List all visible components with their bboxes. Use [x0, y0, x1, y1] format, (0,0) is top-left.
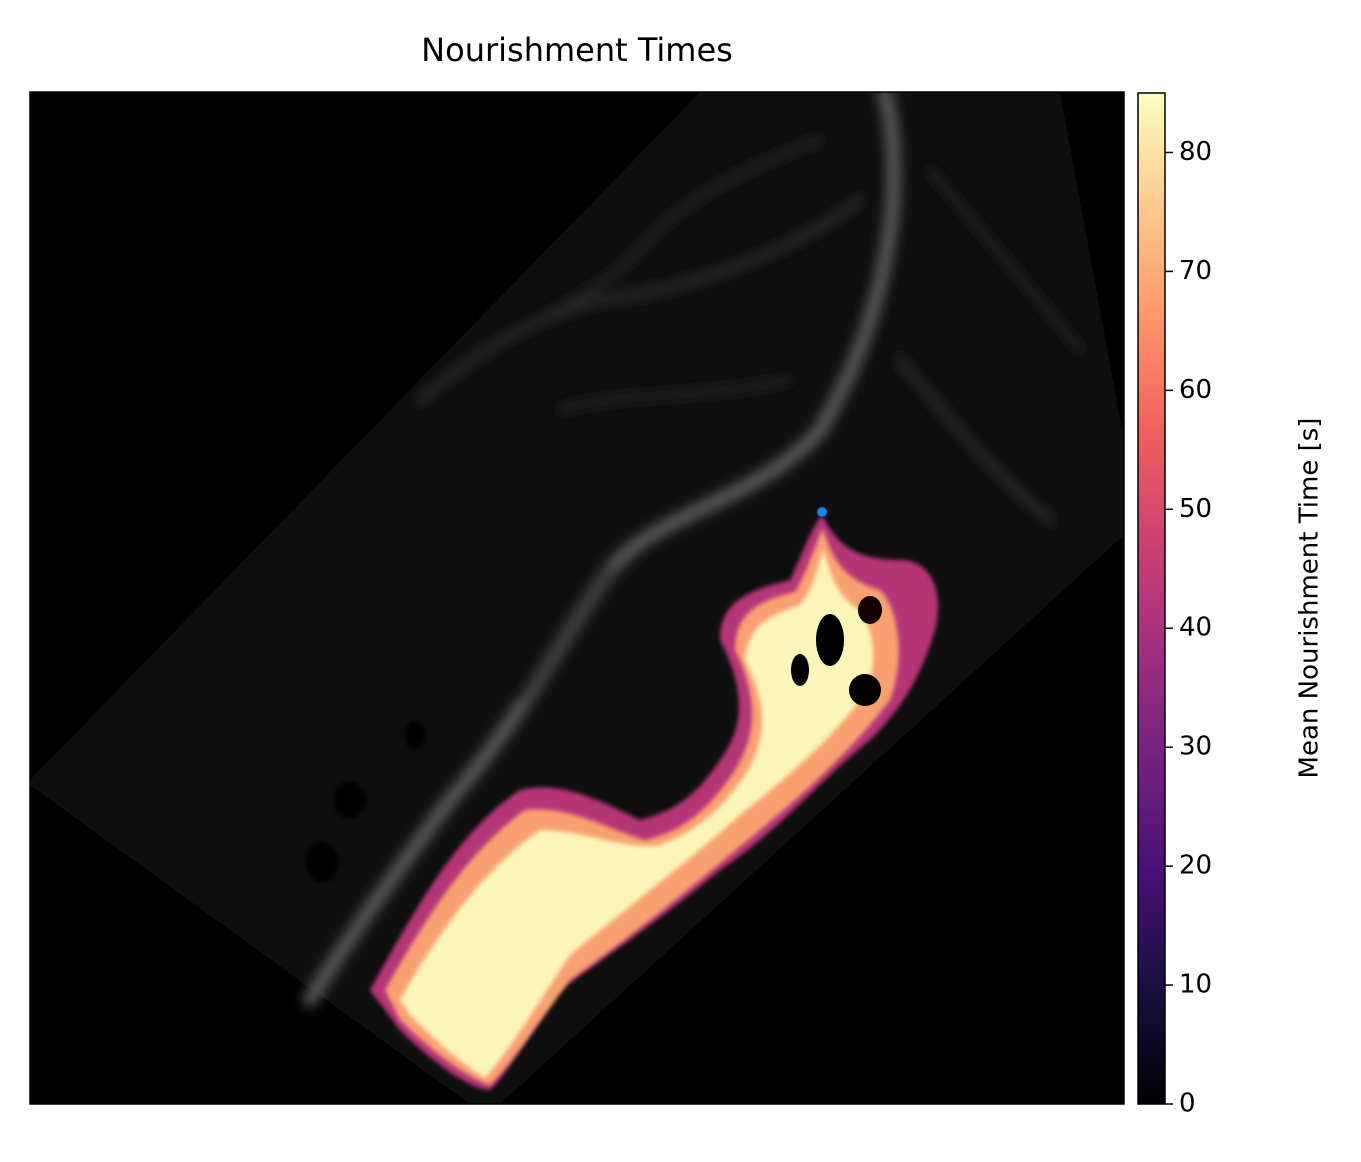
vessels: [303, 92, 1083, 1007]
colorbar-tick-label: 0: [1179, 1089, 1196, 1119]
colorbar: 0 10 20 30 40 50 60 70 80: [1137, 92, 1212, 1119]
scan-edge: [30, 785, 470, 1104]
colorbar-tick-label: 40: [1179, 613, 1212, 643]
colorbar-label: Mean Nourishment Time [s]: [1295, 418, 1325, 779]
image: [30, 92, 1124, 1104]
source-point: [816, 506, 828, 518]
colorbar-scale: [1137, 92, 1166, 1105]
colorbar-tick-label: 10: [1179, 970, 1212, 1000]
colorbar-tick-label: 80: [1179, 137, 1212, 167]
nourishment-field: [370, 515, 939, 1090]
chart-title: Nourishment Times: [421, 31, 733, 69]
colorbar-tick-label: 60: [1179, 375, 1212, 405]
colorbar-tick-label: 50: [1179, 494, 1212, 524]
scan-region: [30, 92, 1124, 1104]
axes-frame: [29, 91, 1125, 1105]
colorbar-tick-label: 70: [1179, 256, 1212, 286]
colorbar-tick-label: 30: [1179, 732, 1212, 762]
colorbar-tick-label: 20: [1179, 851, 1212, 881]
dark-spots: [306, 721, 425, 882]
